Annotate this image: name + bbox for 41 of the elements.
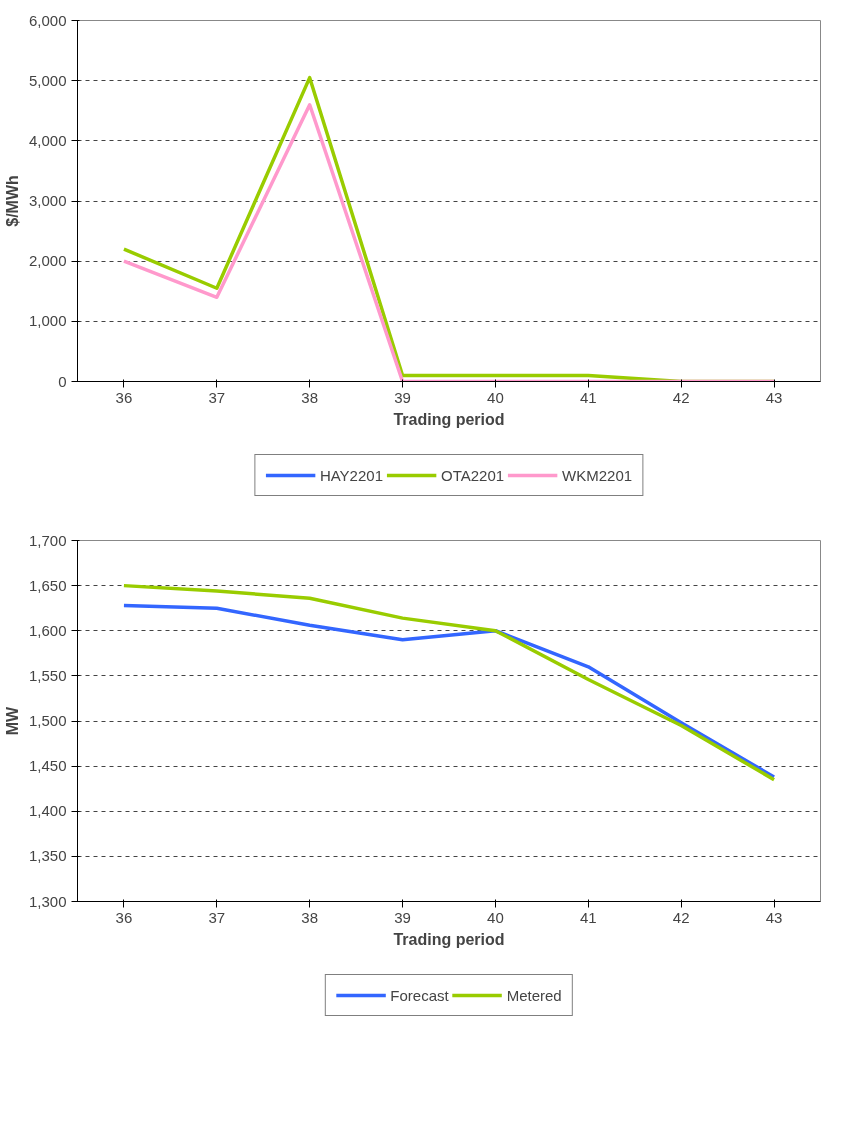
y-tick-label: 6,000 xyxy=(28,11,67,29)
y-tick-label: 1,650 xyxy=(28,576,67,594)
x-tick-label: 40 xyxy=(487,388,504,406)
x-tick-label: 43 xyxy=(765,388,783,406)
y-tick-label: 1,600 xyxy=(28,621,67,639)
x-tick-label: 41 xyxy=(579,388,597,406)
x-tick-label: 37 xyxy=(208,388,226,406)
y-tick-label: 1,350 xyxy=(28,847,67,865)
y-tick-label: 2,000 xyxy=(28,252,67,270)
legend-label: WKM2201 xyxy=(562,466,633,484)
y-tick-label: 5,000 xyxy=(28,71,67,89)
x-tick-label: 41 xyxy=(579,908,597,926)
y-tick-label: 0 xyxy=(58,372,67,390)
x-axis-title: Trading period xyxy=(393,410,505,428)
x-tick-label: 39 xyxy=(394,908,411,926)
x-tick-label: 36 xyxy=(115,908,133,926)
y-tick-label: 1,450 xyxy=(28,757,67,775)
y-tick-label: 3,000 xyxy=(28,192,67,209)
legend-label: HAY2201 xyxy=(319,466,383,484)
legend-label: OTA2201 xyxy=(440,466,505,484)
x-tick-label: 38 xyxy=(301,908,319,926)
x-tick-label: 37 xyxy=(208,908,226,926)
y-tick-label: 1,000 xyxy=(28,312,67,330)
y-tick-label: 1,400 xyxy=(28,802,67,820)
x-tick-label: 43 xyxy=(765,908,783,926)
x-axis-title: Trading period xyxy=(393,930,505,948)
y-tick-label: 1,550 xyxy=(28,666,67,684)
x-tick-label: 36 xyxy=(115,388,133,406)
y-tick-label: 4,000 xyxy=(28,131,67,149)
x-tick-label: 40 xyxy=(487,908,504,926)
y-tick-label: 1,500 xyxy=(28,712,67,729)
y-axis-title: $/MWh xyxy=(3,175,21,227)
x-tick-label: 42 xyxy=(672,388,690,406)
x-tick-label: 38 xyxy=(301,388,319,406)
y-axis-title: MW xyxy=(3,705,21,736)
y-tick-label: 1,300 xyxy=(28,892,67,910)
x-tick-label: 39 xyxy=(394,388,411,406)
legend-label: Forecast xyxy=(390,986,449,1004)
x-tick-label: 42 xyxy=(672,908,690,926)
legend-label: Metered xyxy=(506,986,562,1004)
y-tick-label: 1,700 xyxy=(28,531,67,549)
